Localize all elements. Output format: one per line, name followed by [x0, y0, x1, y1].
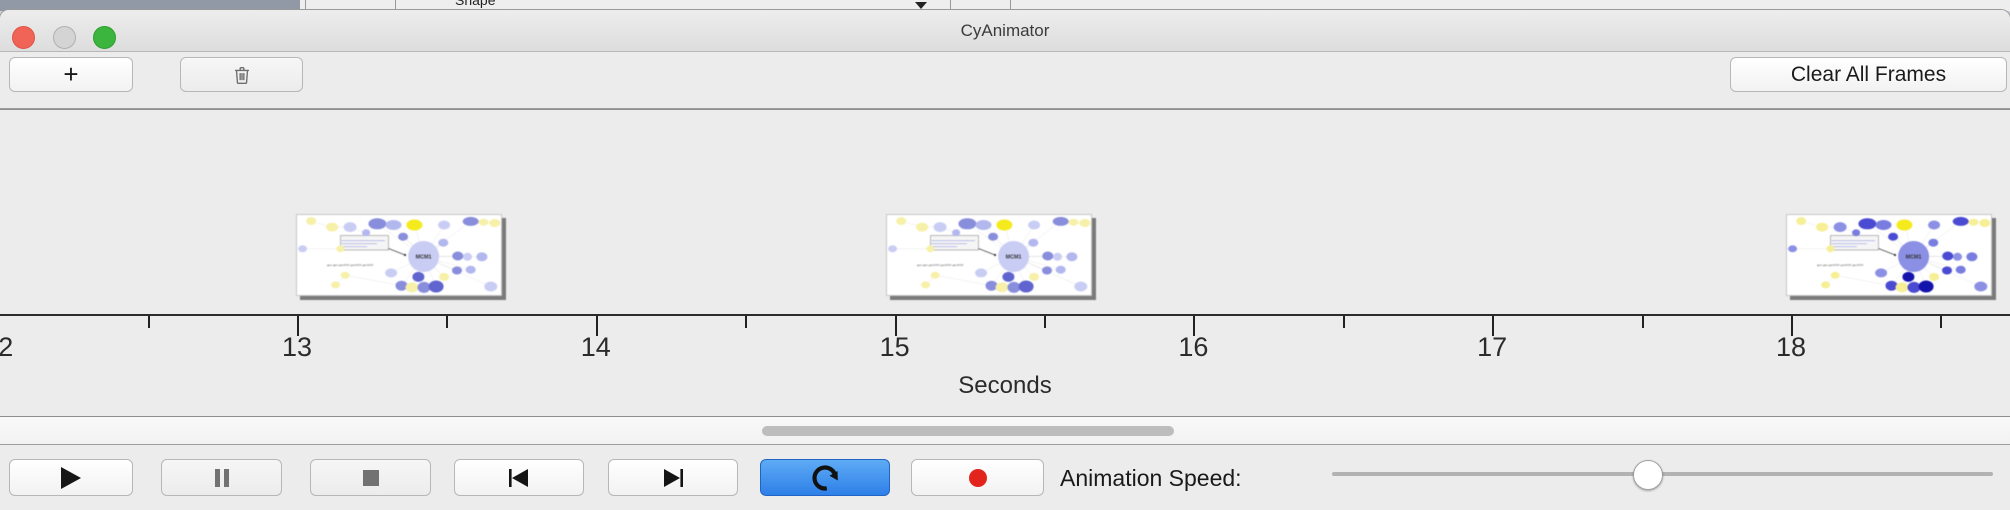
svg-text:gen gen genXXX genXXX genXXX: gen gen genXXX genXXX genXXX	[327, 263, 373, 267]
svg-text:MCM1: MCM1	[416, 255, 432, 261]
svg-text:gen gen genXXX genXXX genXXX: gen gen genXXX genXXX genXXX	[1817, 263, 1863, 267]
svg-text:gen gen genXXX genXXX genXXX: gen gen genXXX genXXX genXXX	[917, 263, 963, 267]
svg-text:MCM1: MCM1	[1006, 255, 1022, 261]
svg-text:MCM1: MCM1	[1906, 255, 1922, 261]
